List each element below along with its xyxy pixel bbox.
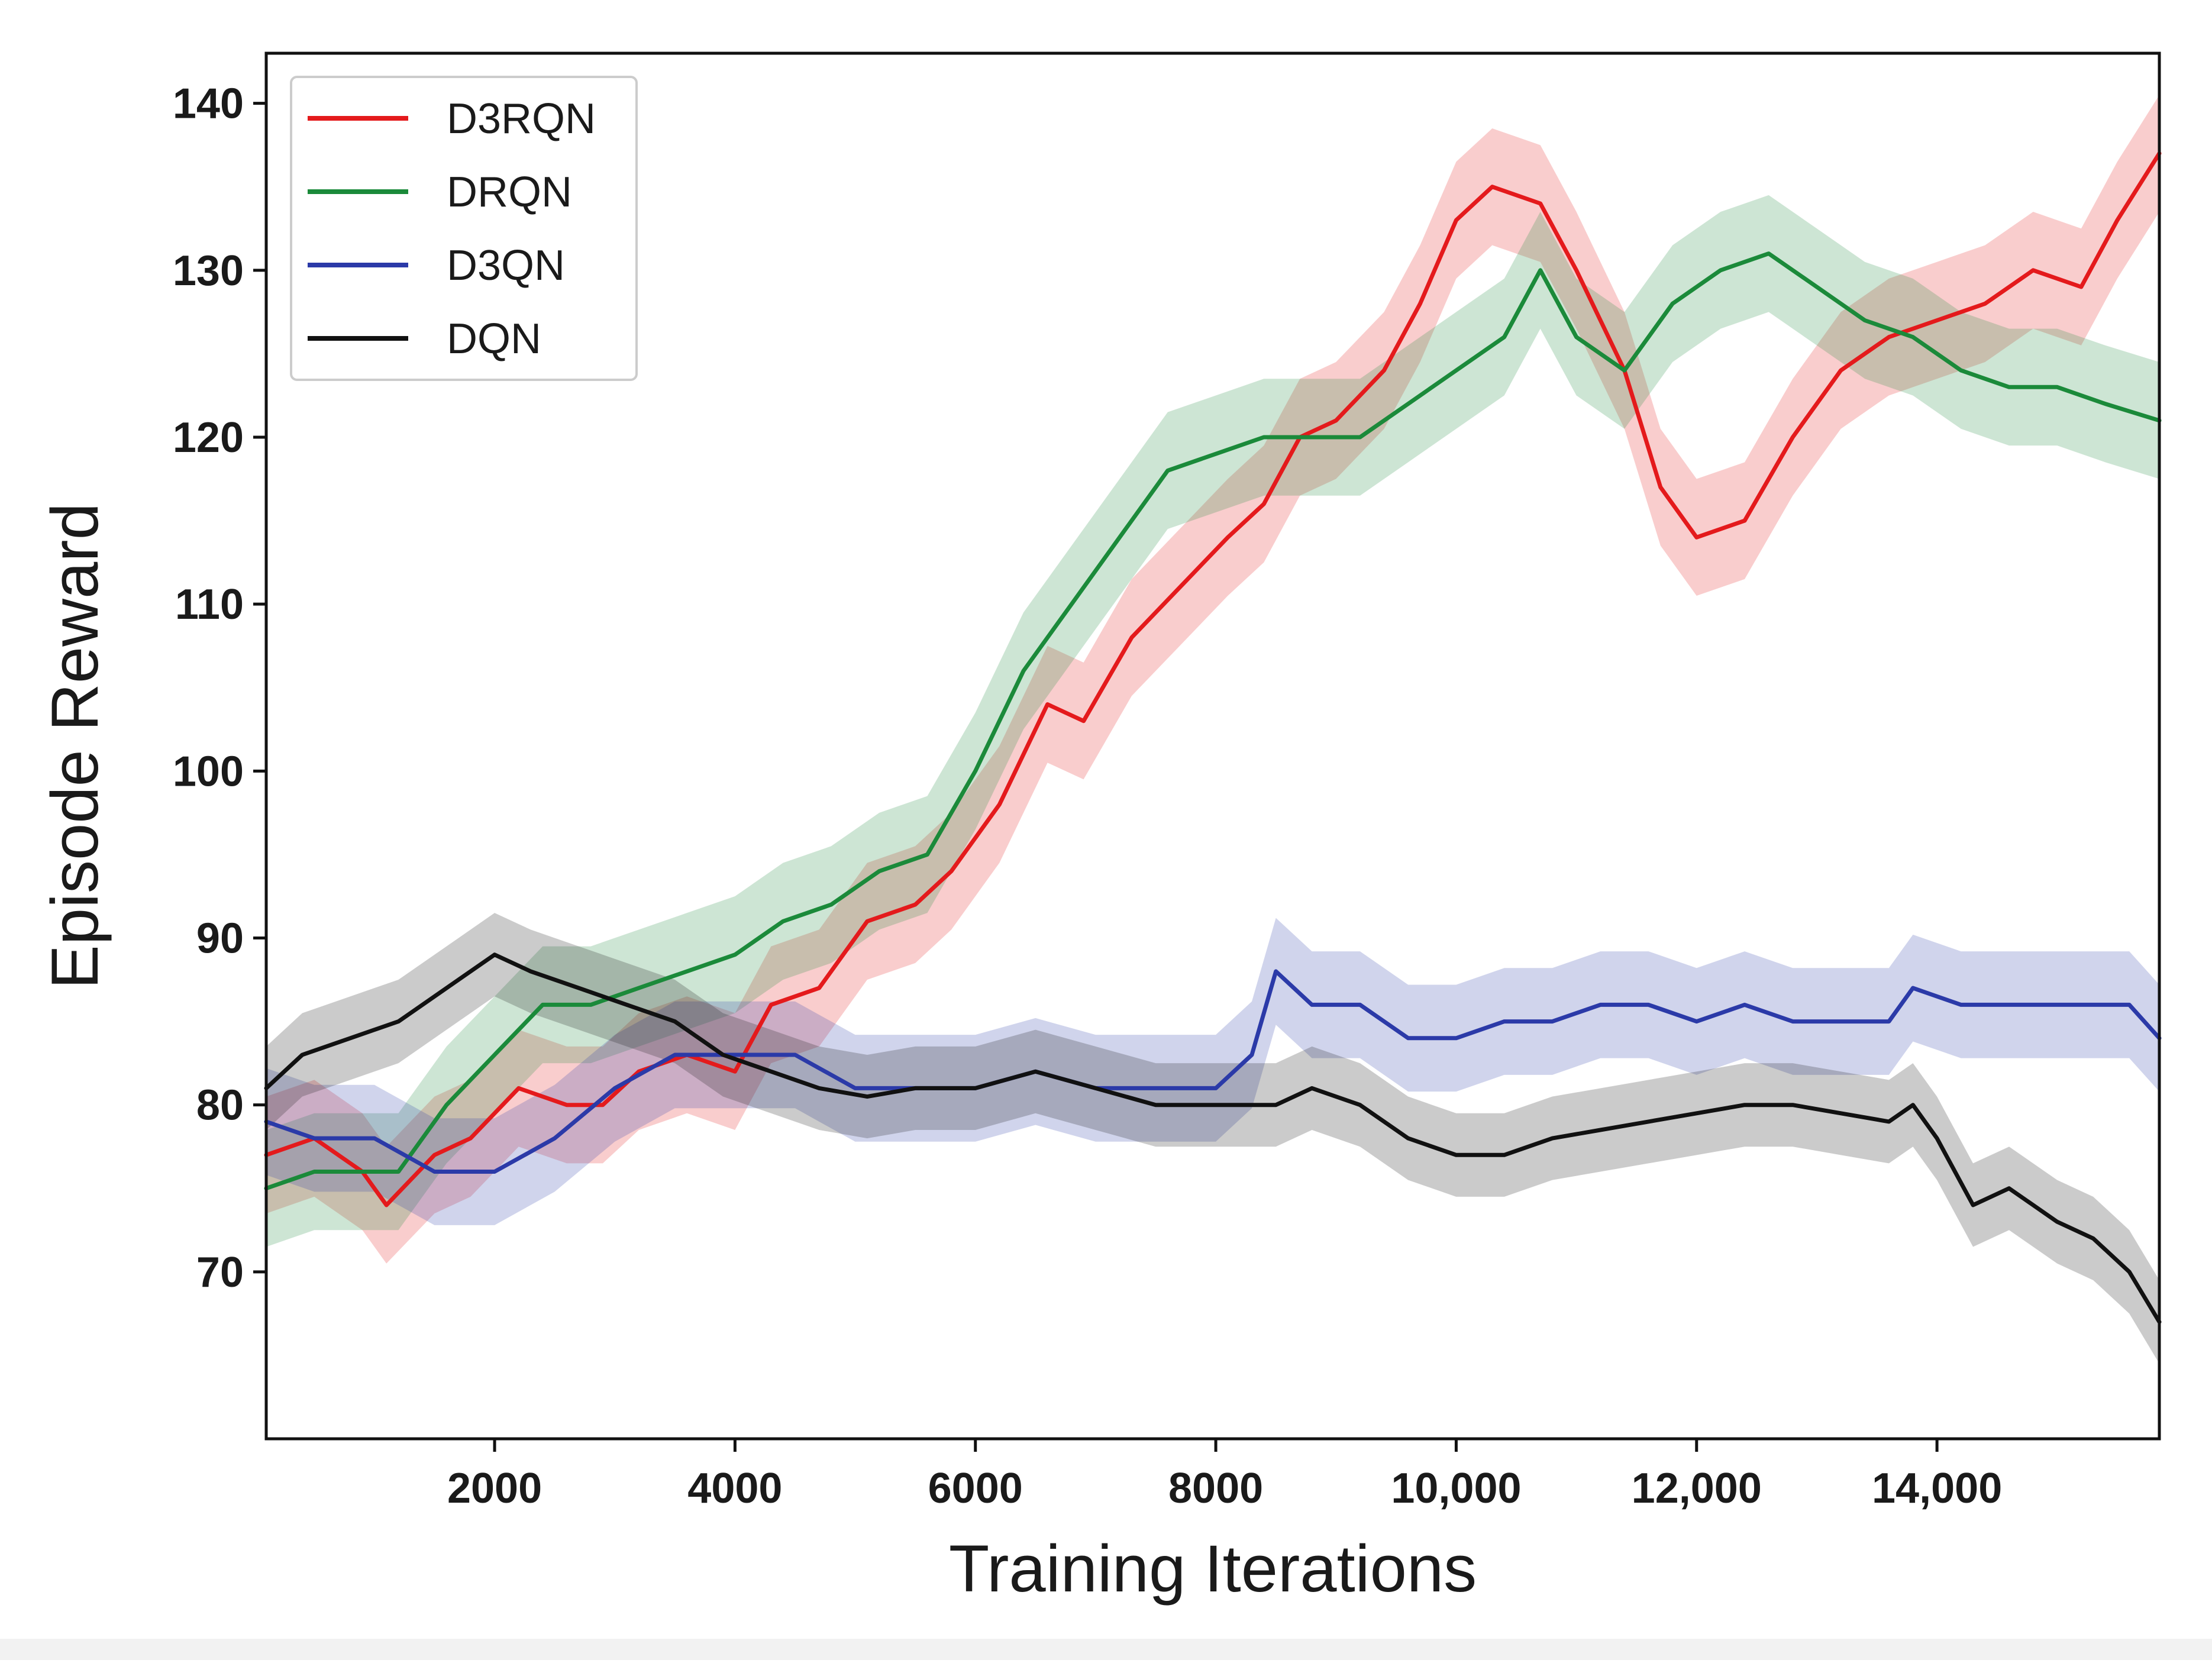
legend-frame (290, 76, 638, 381)
series-line-d3rqn (264, 151, 2162, 1207)
series-lines (264, 151, 2162, 1324)
x-tick-label: 2000 (447, 1465, 542, 1512)
legend-entries: D3RQN DRQN D3QN DQN (308, 95, 596, 363)
y-tick-label: 120 (173, 414, 244, 461)
y-tick-label: 110 (175, 581, 244, 628)
series-line-d3qn (264, 969, 2162, 1174)
band-d3qn (266, 918, 2159, 1225)
legend-label-d3qn: D3QN (447, 242, 565, 289)
y-tick-label: 70 (196, 1249, 244, 1296)
x-axis-ticks: 2000 4000 6000 8000 10,000 12,000 14,000 (447, 1439, 2002, 1512)
y-tick-label: 130 (173, 247, 244, 295)
legend-label-d3rqn: D3RQN (447, 95, 596, 143)
x-tick-label: 6000 (928, 1465, 1023, 1512)
legend-label-dqn: DQN (447, 315, 541, 363)
legend: D3RQN DRQN D3QN DQN (290, 76, 638, 381)
y-axis-title: Episode Reward (38, 503, 112, 989)
x-tick-label: 14,000 (1872, 1465, 2002, 1512)
x-axis-title: Training Iterations (949, 1532, 1477, 1606)
x-tick-label: 4000 (687, 1465, 782, 1512)
y-axis-ticks: 70 80 90 100 110 120 130 140 (173, 80, 266, 1296)
band-dqn (266, 913, 2159, 1364)
x-tick-label: 10,000 (1391, 1465, 1521, 1512)
y-tick-label: 140 (173, 80, 244, 128)
series-line-drqn (264, 251, 2162, 1191)
y-tick-label: 80 (196, 1082, 244, 1129)
x-tick-label: 12,000 (1632, 1465, 1762, 1512)
band-drqn (266, 195, 2159, 1247)
series-line-dqn (264, 952, 2162, 1324)
y-tick-label: 90 (196, 915, 244, 962)
plot-frame (264, 51, 2161, 1441)
legend-label-drqn: DRQN (447, 169, 572, 216)
page-bottom-strip (0, 1639, 2212, 1660)
y-tick-label: 100 (173, 748, 244, 795)
x-tick-label: 8000 (1168, 1465, 1263, 1512)
